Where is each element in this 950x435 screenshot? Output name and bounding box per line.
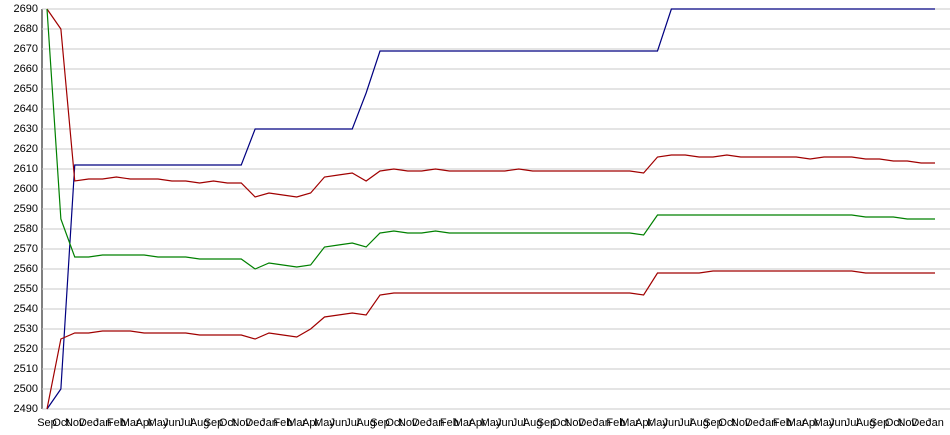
x-tick-label: Sep <box>537 417 557 429</box>
x-tick-label: Nov <box>564 417 584 429</box>
x-tick-label: Jul <box>845 417 859 429</box>
x-tick-label: Apr <box>136 417 153 429</box>
x-tick-label: Sep <box>204 417 224 429</box>
x-tick-label: Jul <box>345 417 359 429</box>
x-tick-label: Sep <box>870 417 890 429</box>
x-tick-label: Sep <box>370 417 390 429</box>
x-tick-label: Sep <box>703 417 723 429</box>
x-tick-label: Dec <box>911 417 931 429</box>
y-tick-label: 2560 <box>14 263 38 275</box>
x-tick-label: Dec <box>79 417 99 429</box>
x-tick-label: Jun <box>330 417 348 429</box>
series-line <box>46 8 935 198</box>
y-tick-label: 2650 <box>14 83 38 95</box>
x-tick-label: Mar <box>620 417 639 429</box>
x-tick-label: Dec <box>578 417 598 429</box>
x-tick-label: Oct <box>718 417 735 429</box>
x-tick-label: Nov <box>398 417 418 429</box>
x-tick-label: May <box>647 417 668 429</box>
y-tick-label: 2540 <box>14 303 38 315</box>
y-tick-label: 2630 <box>14 123 38 135</box>
x-tick-label: Apr <box>302 417 319 429</box>
x-tick-label: Jun <box>496 417 514 429</box>
y-tick-label: 2680 <box>14 23 38 35</box>
y-tick-label: 2660 <box>14 63 38 75</box>
y-tick-label: 2520 <box>14 343 38 355</box>
x-tick-label: Jul <box>512 417 526 429</box>
y-tick-label: 2670 <box>14 43 38 55</box>
series-line <box>46 8 935 410</box>
x-tick-label: May <box>814 417 835 429</box>
x-tick-label: Jan <box>427 417 445 429</box>
x-tick-label: Jun <box>829 417 847 429</box>
x-tick-label: Oct <box>52 417 69 429</box>
y-tick-label: 2580 <box>14 223 38 235</box>
y-tick-label: 2590 <box>14 203 38 215</box>
x-tick-label: Oct <box>552 417 569 429</box>
x-tick-label: Aug <box>689 417 709 429</box>
x-tick-label: Feb <box>440 417 459 429</box>
x-tick-label: Dec <box>245 417 265 429</box>
x-tick-label: Oct <box>219 417 236 429</box>
x-tick-label: Nov <box>65 417 85 429</box>
x-tick-label: Jan <box>94 417 112 429</box>
x-tick-label: Jun <box>163 417 181 429</box>
y-tick-label: 2640 <box>14 103 38 115</box>
x-tick-label: Feb <box>773 417 792 429</box>
x-tick-label: Jun <box>663 417 681 429</box>
y-tick-label: 2570 <box>14 243 38 255</box>
x-tick-label: Sep <box>37 417 57 429</box>
y-tick-label: 2610 <box>14 163 38 175</box>
x-tick-label: Jan <box>593 417 611 429</box>
x-tick-label: Aug <box>856 417 876 429</box>
x-tick-label: Oct <box>385 417 402 429</box>
x-tick-label: Feb <box>273 417 292 429</box>
x-tick-label: Nov <box>231 417 251 429</box>
x-tick-label: Aug <box>356 417 376 429</box>
x-tick-label: Aug <box>190 417 210 429</box>
x-tick-label: Apr <box>635 417 652 429</box>
x-tick-label: Dec <box>412 417 432 429</box>
x-tick-label: May <box>148 417 169 429</box>
x-tick-label: Jul <box>678 417 692 429</box>
y-tick-label: 2690 <box>14 3 38 15</box>
y-tick-label: 2530 <box>14 323 38 335</box>
x-tick-label: Feb <box>107 417 126 429</box>
x-tick-label: Jan <box>926 417 944 429</box>
x-tick-label: Jul <box>179 417 193 429</box>
x-tick-label: Apr <box>469 417 486 429</box>
y-tick-label: 2500 <box>14 383 38 395</box>
series-line <box>46 270 935 410</box>
x-tick-label: Apr <box>802 417 819 429</box>
x-tick-label: Nov <box>897 417 917 429</box>
x-tick-label: Mar <box>287 417 306 429</box>
y-tick-label: 2490 <box>14 403 38 415</box>
y-tick-label: 2550 <box>14 283 38 295</box>
y-tick-label: 2620 <box>14 143 38 155</box>
x-tick-label: Mar <box>454 417 473 429</box>
x-tick-label: Mar <box>787 417 806 429</box>
series-line <box>46 8 935 270</box>
x-tick-label: Nov <box>731 417 751 429</box>
x-tick-label: May <box>314 417 335 429</box>
x-tick-label: Feb <box>606 417 625 429</box>
x-tick-label: Mar <box>121 417 140 429</box>
x-tick-label: Jan <box>260 417 278 429</box>
y-tick-label: 2600 <box>14 183 38 195</box>
x-tick-label: Oct <box>885 417 902 429</box>
x-tick-label: Jan <box>760 417 778 429</box>
x-tick-label: May <box>481 417 502 429</box>
y-tick-label: 2510 <box>14 363 38 375</box>
x-tick-label: Dec <box>745 417 765 429</box>
x-tick-label: Aug <box>523 417 543 429</box>
